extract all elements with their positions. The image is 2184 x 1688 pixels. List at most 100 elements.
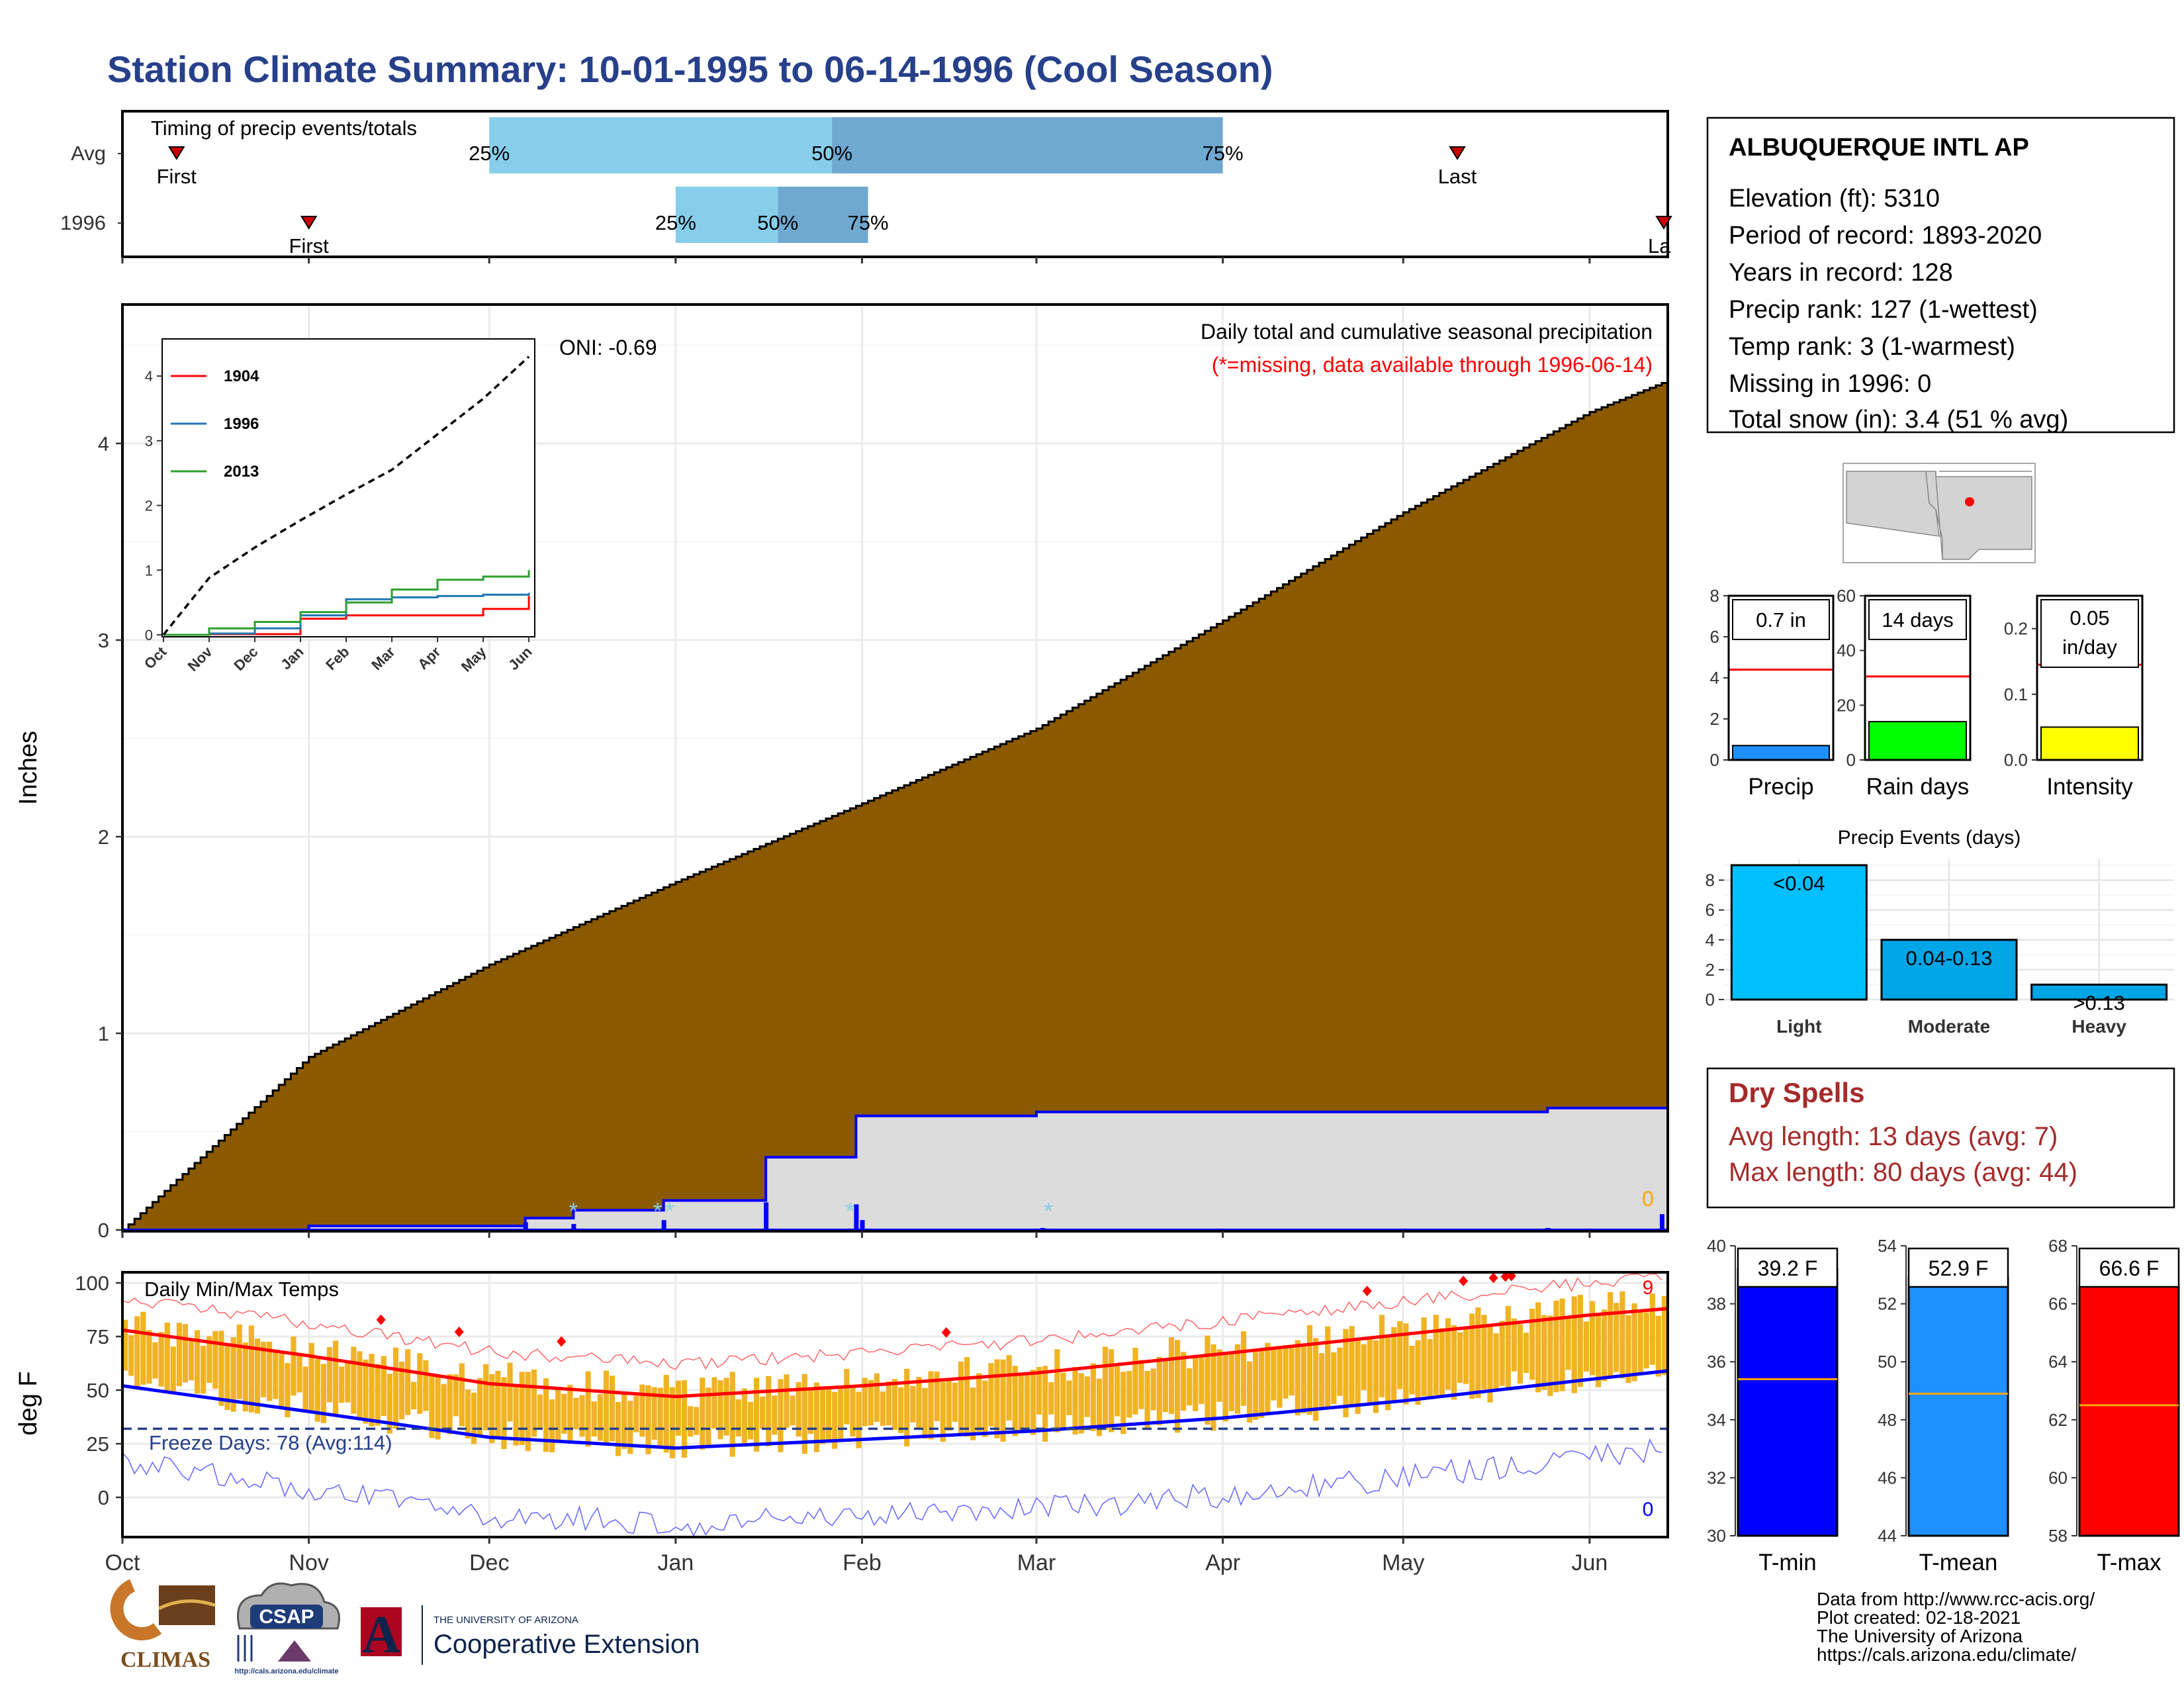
daily-temp-bar xyxy=(1379,1315,1385,1397)
daily-temp-bar xyxy=(1228,1354,1234,1411)
temp-bar-value xyxy=(1907,1276,2009,1537)
csap-label: CSAP xyxy=(259,1606,314,1628)
daily-temp-bar xyxy=(1205,1335,1210,1425)
footer-credits: Data from http://www.rcc-acis.org/ Plot … xyxy=(1817,1589,2095,1665)
event-category-label: Heavy xyxy=(2071,1016,2126,1037)
daily-temp-bar xyxy=(1559,1298,1565,1391)
station-info-box: ALBUQUERQUE INTL AP Elevation (ft): 5310… xyxy=(1706,117,2175,434)
daily-temp-bar xyxy=(495,1370,501,1439)
daily-temp-bar xyxy=(1283,1344,1289,1399)
daily-temp-bar xyxy=(1150,1368,1156,1411)
record-high-marker xyxy=(1500,1271,1510,1282)
daily-temp-bar xyxy=(1463,1329,1469,1384)
temp-bar-value-box xyxy=(2078,1247,2180,1288)
mini-bar-tick-label: 60 xyxy=(1837,586,1856,606)
daily-temp-bar xyxy=(838,1388,844,1439)
mini-bar-tick-label: 2 xyxy=(1710,709,1719,729)
daily-temp-bar xyxy=(639,1384,645,1437)
daily-temp-bar xyxy=(1012,1366,1018,1436)
daily-temp-bar xyxy=(928,1371,934,1440)
event-bar-label: >0.13 xyxy=(2073,991,2124,1014)
daily-temp-bar xyxy=(1331,1352,1337,1404)
daily-temp-bar xyxy=(874,1373,880,1422)
daily-temp-bar xyxy=(940,1382,946,1442)
timing-pct-label: 50% xyxy=(757,211,798,234)
daily-temp-bar xyxy=(134,1316,140,1389)
temp-title: Daily Min/Max Temps xyxy=(144,1278,339,1301)
daily-temp-bar xyxy=(1403,1323,1409,1405)
event-bar xyxy=(1730,864,1868,1001)
daily-temp-bar xyxy=(1529,1309,1535,1380)
daily-temp-bar xyxy=(1649,1293,1655,1365)
daily-temp-bar xyxy=(1096,1378,1103,1436)
daily-temp-bar xyxy=(735,1399,741,1437)
last-event-label: Last xyxy=(1438,165,1477,188)
snow-marker: * xyxy=(653,1197,662,1225)
daily-temp-bar xyxy=(1138,1360,1144,1409)
daily-temp-bar xyxy=(381,1356,387,1416)
daily-temp-bar xyxy=(585,1371,591,1447)
logos: CLIMAS CSAP http://cals.arizona.edu/clim… xyxy=(110,1579,700,1675)
avg-max-line xyxy=(122,1307,1668,1399)
first-event-marker xyxy=(167,146,185,160)
record-high-marker xyxy=(941,1327,951,1338)
daily-temp-bar xyxy=(398,1362,405,1420)
daily-temp-bar xyxy=(218,1331,224,1406)
last-event-label: La xyxy=(1648,234,1671,258)
daily-temp-bar xyxy=(621,1394,627,1449)
dry-spells-max: Max length: 80 days (avg: 44) xyxy=(1729,1158,2077,1187)
station-line: Precip rank: 127 (1-wettest) xyxy=(1729,296,2038,324)
temp-bar-value-label: 66.6 F xyxy=(2099,1256,2160,1280)
daily-temp-bar xyxy=(591,1401,597,1437)
daily-temp-bar xyxy=(375,1364,381,1426)
mini-bar-category-label: Rain days xyxy=(1866,774,1970,800)
daily-temp-bar xyxy=(862,1378,868,1427)
daily-temp-bar xyxy=(880,1391,886,1426)
daily-temp-bar xyxy=(567,1384,573,1442)
precip-events-chart: Precip Events (days) <0.04 Light 0.04-0.13… xyxy=(1706,827,2174,1037)
daily-temp-bar xyxy=(1060,1372,1066,1429)
first-event-marker xyxy=(300,216,318,230)
daily-temp-bar xyxy=(459,1363,465,1427)
daily-temp-bar xyxy=(772,1395,778,1435)
daily-temp-bar xyxy=(1024,1375,1030,1432)
daily-temp-bar xyxy=(609,1376,615,1442)
daily-temp-bar xyxy=(1367,1338,1373,1404)
daily-temp-bar xyxy=(1355,1339,1361,1414)
daily-temp-bar xyxy=(182,1324,189,1383)
ua-logo: A THE UNIVERSITY OF ARIZONA Cooperative … xyxy=(361,1605,700,1665)
temp-y-tick-label: 100 xyxy=(75,1272,109,1295)
daily-temp-bar xyxy=(122,1319,128,1371)
ua-big-label: Cooperative Extension xyxy=(433,1630,700,1659)
inset-y-tick-label: 0 xyxy=(145,627,153,643)
daily-temp-bar xyxy=(242,1342,248,1412)
daily-temp-bar xyxy=(1018,1374,1024,1431)
daily-temp-bar xyxy=(351,1346,357,1414)
daily-temp-bar xyxy=(387,1374,392,1434)
daily-temp-bar xyxy=(651,1387,657,1440)
daily-temp-bar xyxy=(1373,1340,1379,1413)
daily-temp-bar xyxy=(976,1373,982,1432)
daily-temp-bar xyxy=(1505,1305,1511,1391)
daily-temp-bar xyxy=(1312,1338,1319,1421)
daily-temp-bar xyxy=(176,1323,182,1387)
daily-temp-bar xyxy=(302,1366,308,1411)
daily-temp-bar xyxy=(633,1395,639,1432)
mini-bar-tick-label: 0.2 xyxy=(2004,619,2028,639)
daily-temp-bar xyxy=(1523,1333,1529,1373)
daily-temp-bar xyxy=(417,1353,423,1414)
temp-y-tick-label: 50 xyxy=(87,1379,109,1402)
daily-temp-bar xyxy=(158,1332,164,1387)
temp-bar-tick-label: 62 xyxy=(2048,1410,2068,1430)
mini-bar-value-box xyxy=(2040,599,2139,668)
csap-logo: CSAP http://cals.arizona.edu/climate xyxy=(234,1582,340,1675)
record-high-marker xyxy=(1362,1286,1372,1297)
mini-bar-value-box xyxy=(1732,599,1830,640)
daily-temp-bar xyxy=(411,1382,417,1410)
events-tick-label: 8 xyxy=(1706,870,1715,890)
daily-temp-bar xyxy=(1595,1315,1602,1387)
daily-temp-bar xyxy=(1602,1309,1608,1382)
daily-temp-bar xyxy=(964,1357,970,1437)
daily-temp-bar xyxy=(1162,1360,1168,1413)
